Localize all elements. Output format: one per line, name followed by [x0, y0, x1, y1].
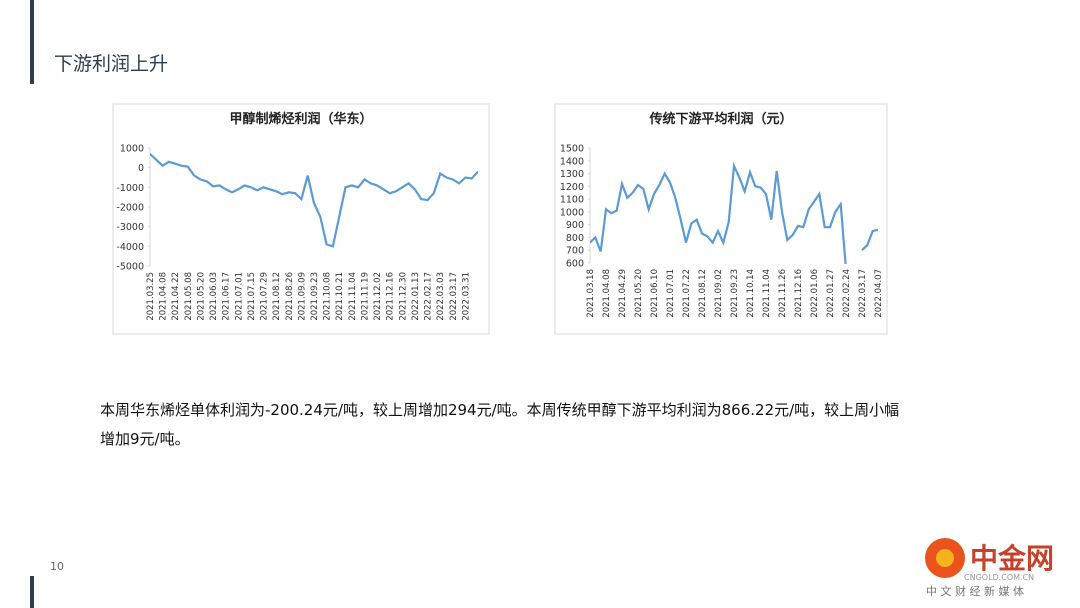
x-tick-label: 2021.10.08 [323, 272, 333, 321]
y-tick-label: 1000 [560, 207, 584, 218]
x-tick-label: 2021.11.19 [360, 272, 370, 321]
x-tick-label: 2022.03.17 [449, 272, 459, 321]
x-tick-label: 2021.11.04 [348, 272, 358, 321]
y-tick-label: 700 [566, 246, 584, 257]
x-tick-label: 2021.09.09 [297, 272, 307, 321]
x-tick-label: 2021.10.21 [335, 272, 345, 321]
page-number: 10 [50, 560, 64, 573]
x-tick-label: 2021.06.17 [222, 272, 232, 321]
y-tick-label: 600 [566, 259, 584, 270]
x-tick-label: 2021.04.22 [171, 272, 181, 321]
x-tick-label: 2021.07.22 [682, 269, 692, 318]
x-tick-label: 2022.02.24 [842, 269, 852, 318]
x-tick-label: 2021.10.14 [746, 269, 756, 318]
y-tick-label: -2000 [116, 203, 144, 214]
x-tick-label: 2022.03.03 [436, 272, 446, 321]
y-tick-label: 1100 [560, 195, 584, 206]
y-tick-label: 1000 [120, 144, 144, 155]
y-tick-label: 1500 [560, 144, 584, 155]
x-tick-label: 2021.03.25 [146, 272, 156, 321]
logo-name: 中金网 [970, 542, 1054, 575]
data-line [150, 153, 478, 248]
chart-frame [554, 103, 888, 335]
y-tick-label: 0 [138, 163, 144, 174]
x-tick-label: 2021.04.08 [602, 269, 612, 318]
x-tick-label: 2021.04.08 [159, 272, 169, 321]
chart-title: 甲醇制烯烃利润（华东） [229, 111, 372, 127]
x-tick-label: 2021.08.26 [285, 272, 295, 321]
chart-title: 传统下游平均利润（元） [648, 111, 792, 127]
body-text: 本周华东烯烃单体利润为-200.24元/吨，较上周增加294元/吨。本周传统甲醇… [100, 401, 900, 448]
x-tick-label: 2021.05.08 [184, 272, 194, 321]
y-tick-label: -1000 [116, 183, 144, 194]
x-tick-label: 2021.12.16 [386, 272, 396, 321]
x-tick-label: 2021.07.15 [247, 272, 257, 321]
x-tick-label: 2022.03.31 [461, 272, 471, 321]
x-tick-label: 2021.09.02 [714, 269, 724, 318]
x-tick-label: 2021.12.02 [373, 272, 383, 321]
x-tick-label: 2021.04.29 [618, 269, 628, 318]
y-tick-label: 800 [566, 233, 584, 244]
logo-site: CNGOLD.COM.CN [964, 573, 1034, 582]
x-tick-label: 2022.03.17 [858, 269, 868, 318]
x-tick-label: 2022.01.06 [810, 269, 820, 318]
logo-slogan: 中 文 财 经 新 媒 体 [926, 584, 1024, 598]
x-tick-label: 2021.05.20 [634, 269, 644, 318]
logo: 中金网 CNGOLD.COM.CN 中 文 财 经 新 媒 体 [925, 538, 1054, 598]
x-tick-label: 2021.06.10 [650, 269, 660, 318]
x-tick-label: 2021.09.23 [730, 269, 740, 318]
slide-title: 下游利润上升 [54, 53, 169, 75]
x-tick-label: 2022.02.17 [424, 272, 434, 321]
x-tick-label: 2021.07.01 [666, 269, 676, 318]
x-tick-label: 2022.01.27 [826, 269, 836, 318]
x-tick-label: 2021.11.04 [762, 269, 772, 318]
x-tick-label: 2022.01.13 [411, 272, 421, 321]
x-tick-label: 2021.08.12 [272, 272, 282, 321]
accent-bar [30, 0, 34, 84]
y-tick-label: 900 [566, 220, 584, 231]
y-tick-label: -5000 [116, 262, 144, 273]
x-tick-label: 2021.03.18 [586, 269, 596, 318]
x-tick-label: 2021.05.20 [196, 272, 206, 321]
x-tick-label: 2021.11.26 [778, 269, 788, 318]
accent-bar [30, 576, 34, 608]
y-tick-label: 1400 [560, 156, 584, 167]
y-tick-label: 1300 [560, 169, 584, 180]
x-tick-label: 2021.09.23 [310, 272, 320, 321]
x-tick-label: 2021.12.30 [398, 272, 408, 321]
x-tick-label: 2021.08.12 [698, 269, 708, 318]
x-tick-label: 2021.12.16 [794, 269, 804, 318]
x-tick-label: 2021.06.03 [209, 272, 219, 321]
y-tick-label: 1200 [560, 182, 584, 193]
chart-frame [112, 103, 490, 335]
x-tick-label: 2021.07.01 [234, 272, 244, 321]
y-tick-label: -3000 [116, 222, 144, 233]
data-line [590, 161, 878, 264]
y-tick-label: -4000 [116, 242, 144, 253]
x-tick-label: 2022.04.07 [874, 269, 884, 318]
x-tick-label: 2021.07.29 [260, 272, 270, 321]
